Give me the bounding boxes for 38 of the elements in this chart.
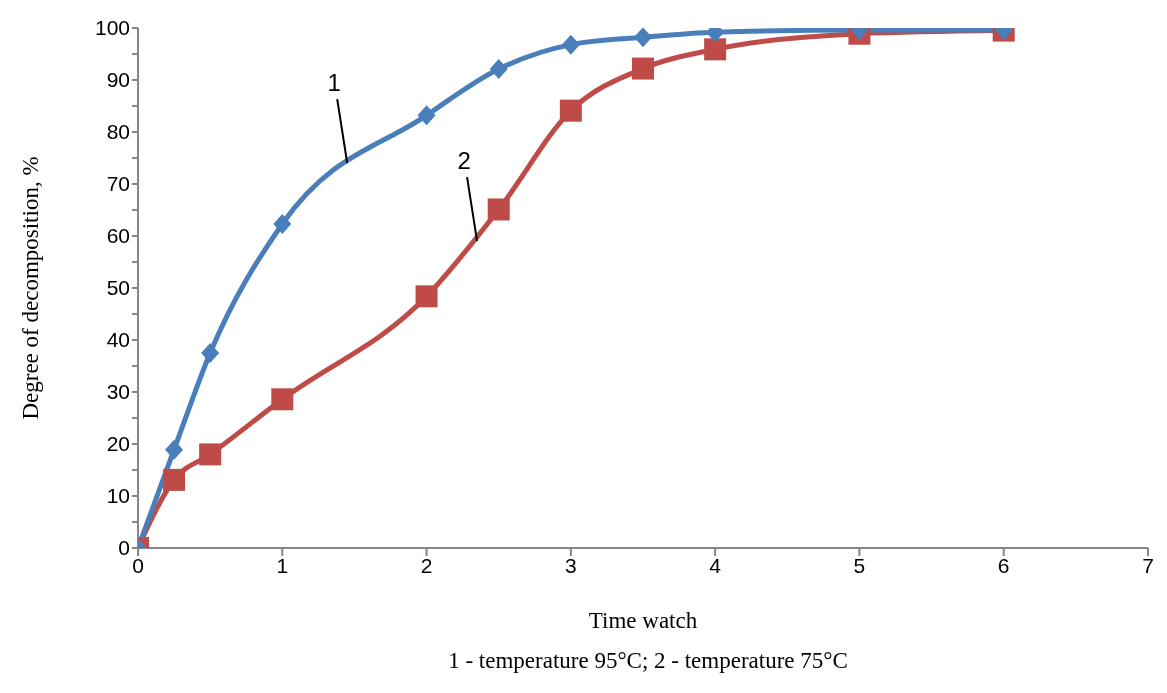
- point: [271, 388, 294, 411]
- point: [487, 198, 510, 221]
- text: 1 - temperature 95°C; 2 - temperature 75°C: [447, 648, 849, 674]
- y-tick-label: 30: [106, 380, 130, 404]
- y-tick-label: 10: [106, 484, 130, 508]
- point: [489, 59, 508, 80]
- y-tick-label: 0: [118, 536, 130, 560]
- y-tick-label: 100: [94, 16, 130, 40]
- y-tick-label: 60: [106, 224, 130, 248]
- point: [199, 443, 222, 466]
- x-tick-label: 2: [420, 553, 433, 577]
- point: [559, 99, 582, 122]
- annotation: 2: [457, 147, 471, 175]
- point: [273, 214, 292, 235]
- y-tick-label: 90: [106, 68, 130, 92]
- point: [165, 439, 184, 460]
- x-tick-label: 6: [997, 553, 1010, 577]
- point: [163, 468, 186, 491]
- y-axis-title: Degree of decomposition, %: [18, 156, 44, 420]
- x-tick-label: 5: [853, 553, 866, 577]
- x-tick-label: 7: [1142, 553, 1154, 577]
- x-tick-label: 3: [565, 553, 577, 577]
- point: [415, 285, 438, 308]
- y-tick-label: 20: [106, 432, 130, 456]
- point: [632, 57, 654, 80]
- annotation: 1: [327, 69, 341, 97]
- x-axis-title: Time watch: [588, 608, 698, 633]
- y-tick-label: 40: [106, 328, 130, 352]
- point: [417, 105, 436, 126]
- point: [704, 38, 727, 61]
- x-tick-label: 1: [276, 553, 289, 577]
- y-tick-label: 50: [106, 276, 130, 300]
- point: [634, 28, 652, 48]
- y-tick-label: 80: [106, 120, 130, 144]
- point: [561, 34, 580, 55]
- x-tick-label: 4: [709, 553, 722, 577]
- y-tick-label: 70: [106, 172, 130, 196]
- point: [201, 343, 220, 363]
